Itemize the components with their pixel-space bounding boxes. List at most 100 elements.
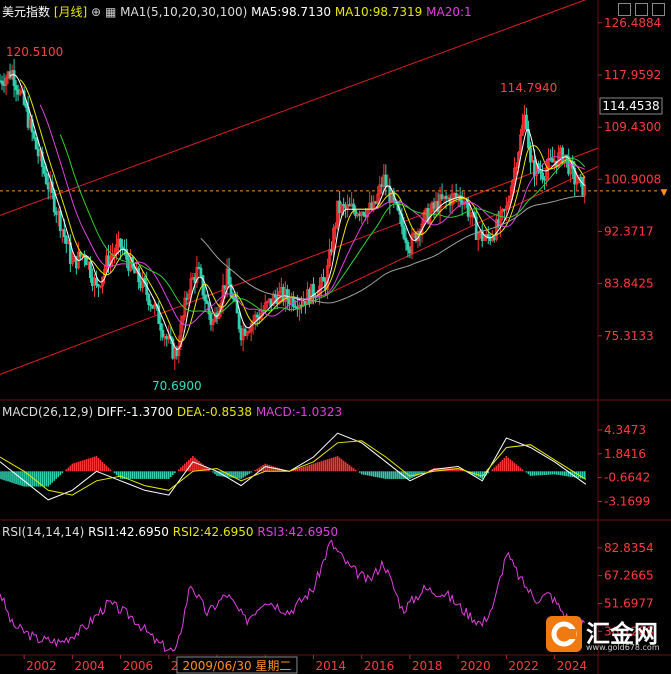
candle-body <box>539 170 542 174</box>
candle-body <box>32 131 36 139</box>
candle-body <box>157 305 161 324</box>
y-tick-label: 36.1288 <box>604 624 654 638</box>
candle-body <box>404 237 408 243</box>
dea-line <box>0 440 587 496</box>
candle-body <box>422 212 426 225</box>
candle-body <box>428 210 432 224</box>
candle-body <box>119 238 122 248</box>
candle-body <box>259 312 263 320</box>
candle-body <box>468 215 472 218</box>
y-tick-label: -3.1699 <box>604 494 650 508</box>
x-tick-label: 2018 <box>412 659 443 673</box>
candle-body <box>227 268 231 285</box>
ma5-value: MA5:98.7130 <box>251 5 331 19</box>
candle-body <box>444 195 448 200</box>
ma-label: MA1(5,10,20,30,100) <box>120 5 248 19</box>
window-icon[interactable] <box>635 3 648 16</box>
candle-body <box>328 249 331 267</box>
ma30-line <box>59 134 586 315</box>
x-tick-label: 2016 <box>364 659 395 673</box>
candle-body <box>195 266 199 283</box>
low-2008-label: 70.6900 <box>152 379 202 393</box>
ma-toggle-icon[interactable]: ▦ <box>104 5 117 19</box>
channel-line <box>0 147 599 375</box>
candle-body <box>237 312 241 330</box>
candle-body <box>545 168 548 180</box>
candle-body <box>263 302 267 311</box>
y-tick-label: 4.3473 <box>604 423 646 437</box>
candle-body <box>179 323 183 348</box>
macd-header: MACD(26,12,9) DIFF:-1.3700 DEA:-0.8538 M… <box>2 405 342 419</box>
current-price-label: 114.4538 <box>602 99 659 113</box>
channel-line <box>0 0 587 216</box>
settings-icon[interactable]: ⊕ <box>91 5 102 19</box>
ma10-value: MA10:98.7319 <box>334 5 423 19</box>
crosshair-label: 2009/06/30 星期二 <box>182 659 291 673</box>
candle-body <box>513 167 516 182</box>
candle-body <box>18 90 22 95</box>
rsi-name: RSI(14,14,14) <box>2 525 85 539</box>
y-tick-label: 83.8425 <box>604 277 654 291</box>
macd-diff: DIFF:-1.3700 <box>96 405 173 419</box>
candle-body <box>466 202 470 217</box>
rsi2-value: RSI2:42.6950 <box>172 525 254 539</box>
ref-arrow: ▼ <box>661 188 668 198</box>
candle-body <box>209 313 213 325</box>
panel-toolbar <box>618 3 665 16</box>
candle-body <box>177 346 181 357</box>
current-price-box <box>599 97 663 115</box>
candle-body <box>525 114 528 130</box>
candle-body <box>4 77 8 86</box>
period-label[interactable]: [月线] <box>53 5 88 19</box>
close-icon[interactable] <box>652 3 665 16</box>
candle-body <box>203 294 207 302</box>
minus-icon[interactable] <box>618 3 631 16</box>
candle-body <box>34 137 38 150</box>
brand-logo: 汇金网 www.gold678.com <box>544 614 668 654</box>
rsi1-value: RSI1:42.6950 <box>88 525 169 539</box>
rsi3-value: RSI3:42.6950 <box>257 525 339 539</box>
y-tick-label: 92.3717 <box>604 224 654 238</box>
symbol-name: 美元指数 <box>2 5 51 19</box>
candle-body <box>99 285 102 288</box>
y-tick-label: 51.6977 <box>604 596 654 610</box>
candle-body <box>575 182 579 185</box>
candle-body <box>332 227 335 253</box>
candle-body <box>42 166 46 174</box>
y-tick-label: 109.4300 <box>604 120 661 134</box>
candle-body <box>476 234 480 240</box>
candle-body <box>515 166 518 169</box>
candle-body <box>24 104 28 108</box>
candle-body <box>14 85 18 91</box>
candle-body <box>406 242 410 251</box>
macd-value: MACD:-1.0323 <box>255 405 343 419</box>
candle-body <box>494 219 498 240</box>
candle-body <box>149 304 153 307</box>
candle-body <box>346 204 350 209</box>
candle-body <box>265 301 269 304</box>
candle-body <box>0 80 4 85</box>
y-tick-label: 75.3133 <box>604 329 654 343</box>
y-tick-label: 117.9592 <box>604 68 661 82</box>
candle-body <box>95 277 98 286</box>
candle-body <box>541 172 544 180</box>
candle-body <box>529 147 532 163</box>
ma100-line <box>200 195 585 304</box>
rsi-line <box>0 539 586 653</box>
brand-name: 汇金网 <box>586 620 658 648</box>
candle-body <box>583 184 587 196</box>
candle-body <box>113 253 116 256</box>
candle-body <box>153 304 157 309</box>
candle-body <box>340 204 343 214</box>
candle-body <box>378 184 382 195</box>
candle-body <box>187 293 191 299</box>
candle-body <box>97 284 100 287</box>
candle-body <box>40 151 44 167</box>
x-tick-label: 2002 <box>26 659 57 673</box>
candle-body <box>285 289 289 300</box>
y-tick-label: 126.4884 <box>604 16 661 30</box>
candle-body <box>336 200 339 227</box>
candle-body <box>70 260 74 264</box>
candle-body <box>573 167 577 185</box>
